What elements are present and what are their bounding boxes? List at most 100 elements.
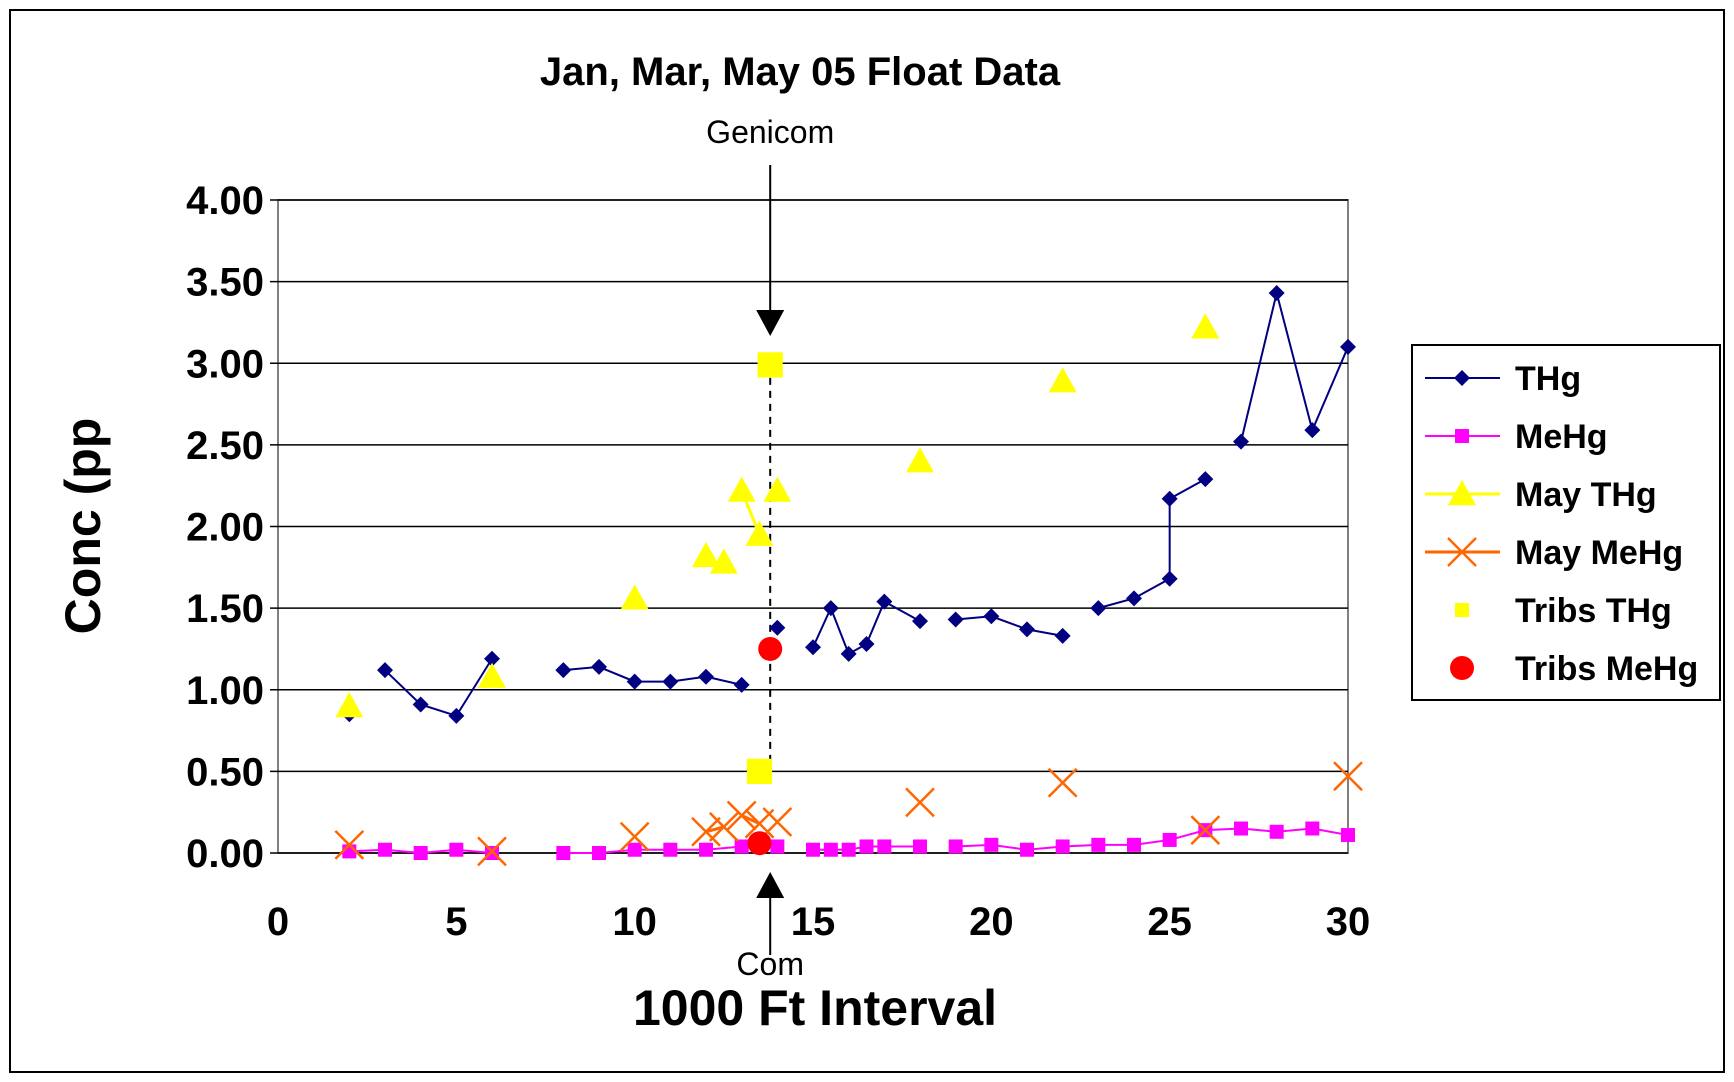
data-point [708,811,739,842]
data-point [840,645,857,662]
data-point [912,613,928,630]
x-tick-label: 0 [267,900,289,944]
series-line [384,658,493,718]
data-point [663,842,678,857]
series-line [705,825,725,834]
x-tick-label: 10 [612,900,657,944]
y-tick-label: 1.50 [186,587,264,631]
annotation-arrowhead [756,872,785,898]
data-point [876,593,893,610]
data-point [1340,338,1356,355]
data-point [1450,656,1474,680]
data-point [726,800,757,831]
data-point [770,839,785,854]
data-point [1455,603,1469,617]
data-point [335,692,364,718]
data-point [1048,367,1077,393]
data-point [906,447,934,473]
data-point [1190,815,1221,846]
legend-label: May MeHg [1515,534,1683,572]
data-point [1341,828,1355,843]
data-point [745,520,774,546]
data-point [841,842,856,857]
series-layer [334,285,1363,867]
data-point [859,839,874,854]
data-point [698,668,714,685]
data-point [1054,627,1071,644]
data-point [1304,422,1321,439]
data-point [626,673,643,690]
series-tribs-thg [746,352,783,784]
data-point [877,839,892,854]
data-point [905,787,935,818]
data-point [555,662,572,679]
x-tick-label: 25 [1147,900,1192,944]
data-point [1161,490,1178,507]
series-may-thg [335,313,1220,718]
data-point [378,842,392,857]
data-point [984,837,999,852]
data-point [758,636,783,661]
data-point [747,831,772,856]
data-point [762,807,793,837]
data-point [591,658,607,675]
legend-label: May THg [1515,476,1657,514]
data-point [1090,600,1107,617]
x-tick-label: 5 [445,900,467,944]
series-line [812,600,921,656]
data-point [477,836,507,867]
data-point [1268,285,1285,302]
series-tribs-mehg [747,636,783,856]
series-line [955,615,1063,637]
series-mehg [342,821,1355,860]
data-point [448,707,465,724]
data-point [1161,570,1178,587]
y-tick-label: 2.00 [186,506,264,550]
x-tick-label: 20 [969,900,1014,944]
data-point [1455,429,1469,443]
y-tick-label: 3.50 [186,261,264,305]
data-point [620,584,649,610]
data-point [858,636,875,653]
y-tick-label: 1.00 [186,669,264,713]
y-axis-label: Conc (pp [55,418,111,635]
legend-entry: May MeHg [1425,534,1683,572]
data-point [1447,537,1477,567]
data-point [1454,370,1470,386]
data-point [1055,839,1070,854]
data-point [1047,767,1078,798]
y-tick-label: 0.00 [186,832,264,876]
data-point [983,608,1000,625]
series-line [1240,292,1349,442]
x-axis-label: 1000 Ft Interval [633,980,997,1036]
y-tick-label: 2.50 [186,424,264,468]
annotation-label: Genicom [706,114,834,150]
data-point [699,842,713,857]
y-tick-labels: 0.00 0.50 1.00 1.50 2.00 2.50 3.00 3.50 4.00 [186,179,264,876]
y-tick-label: 3.00 [186,342,264,386]
data-point [769,619,786,636]
data-point [746,758,773,784]
data-point [757,352,783,378]
data-point [763,476,792,502]
data-point [948,839,963,854]
legend-label: Tribs THg [1515,592,1672,630]
legend-label: THg [1515,360,1581,398]
data-point [823,842,838,857]
data-point [806,842,820,857]
data-point [1020,842,1034,857]
data-point [619,821,650,852]
data-point [1269,824,1284,839]
data-point [412,696,429,713]
data-point [1448,480,1476,506]
data-point [1333,761,1363,792]
data-point [377,662,393,679]
data-point [913,839,927,854]
y-tick-label: 4.00 [186,179,264,223]
series-thg [341,285,1356,724]
data-point [805,639,821,656]
legend-entry: May THg [1425,476,1657,514]
data-point [1234,821,1248,836]
